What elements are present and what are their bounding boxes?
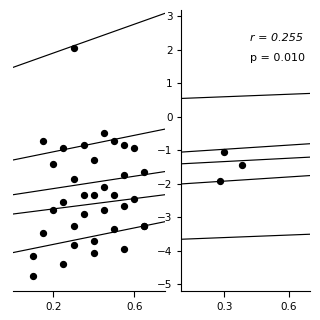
Point <box>101 131 107 136</box>
Point <box>71 177 76 182</box>
Point <box>51 208 56 213</box>
Point <box>142 169 147 174</box>
Point <box>122 246 127 251</box>
Text: p = 0.010: p = 0.010 <box>250 53 305 63</box>
Point <box>81 192 86 197</box>
Text: r = 0.255: r = 0.255 <box>250 33 303 43</box>
Point <box>91 192 96 197</box>
Point <box>142 223 147 228</box>
Point <box>142 223 147 228</box>
Point <box>111 227 116 232</box>
Point <box>218 178 223 183</box>
Point <box>41 138 46 143</box>
Point <box>111 138 116 143</box>
Point <box>81 142 86 147</box>
Point <box>81 212 86 217</box>
Point <box>91 250 96 255</box>
Point <box>101 208 107 213</box>
Point <box>91 238 96 244</box>
Point <box>71 46 76 51</box>
Point <box>122 173 127 178</box>
Point <box>239 163 244 168</box>
Point <box>61 146 66 151</box>
Point <box>122 204 127 209</box>
Point <box>132 146 137 151</box>
Point <box>122 142 127 147</box>
Point <box>222 149 227 155</box>
Point <box>61 262 66 267</box>
Point <box>41 231 46 236</box>
Point <box>132 196 137 201</box>
Point <box>30 273 36 278</box>
Point <box>61 200 66 205</box>
Point <box>71 242 76 247</box>
Point <box>71 223 76 228</box>
Point <box>101 185 107 190</box>
Point <box>91 157 96 163</box>
Point <box>111 192 116 197</box>
Point <box>51 161 56 166</box>
Point <box>30 254 36 259</box>
